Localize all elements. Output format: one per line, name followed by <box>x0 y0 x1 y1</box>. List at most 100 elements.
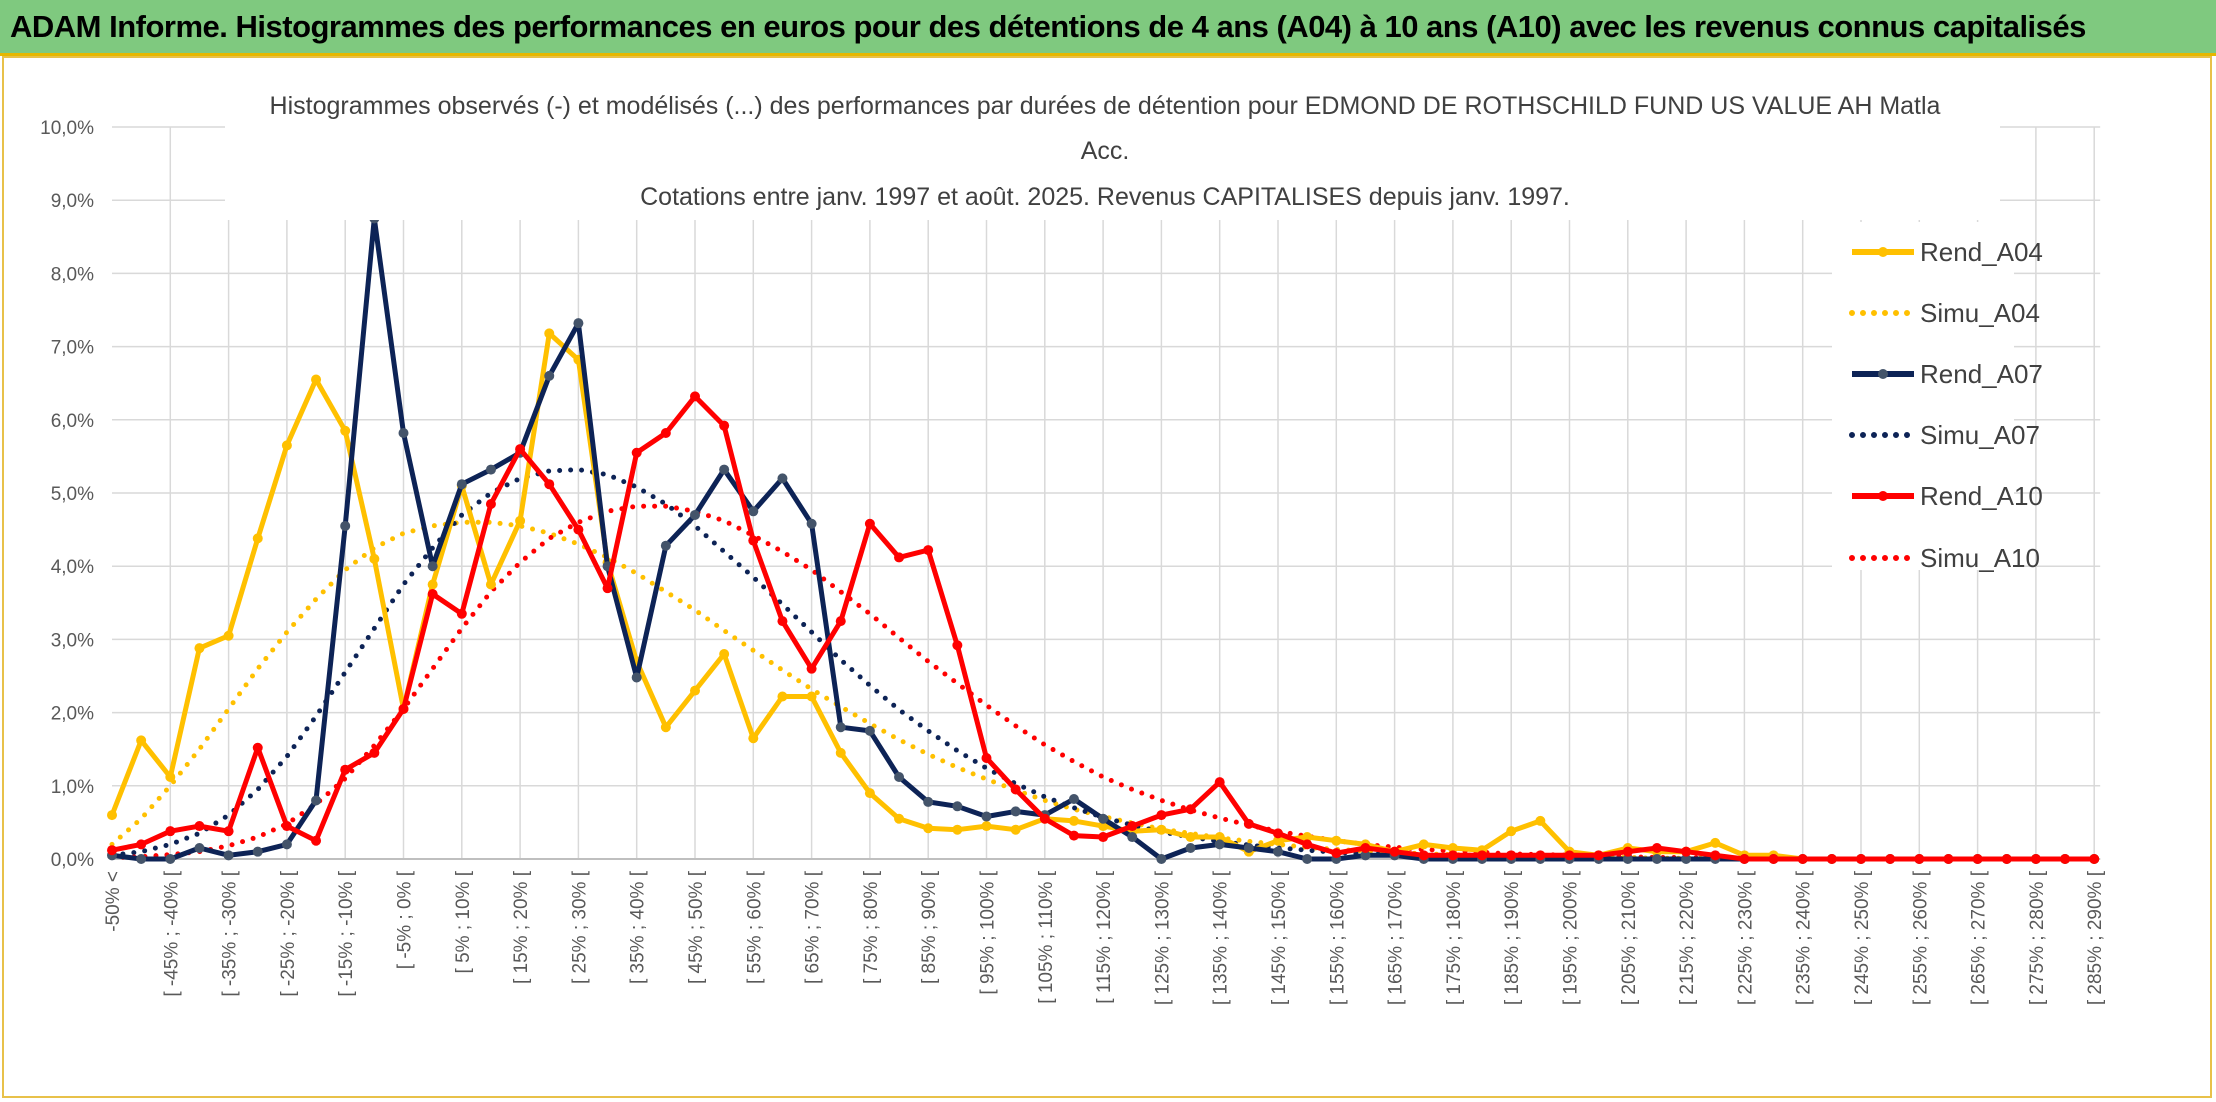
data-point-rend_a04 <box>777 691 788 702</box>
data-point-rend_a04 <box>311 374 322 385</box>
x-axis-ticks: -50% < [ -45% ; -40% [[ -35% ; -30% [[ -2… <box>103 870 2106 1005</box>
x-tick-label: [ 125% ; 130% [ <box>1152 870 1173 1005</box>
data-point-rend_a10 <box>1506 850 1517 861</box>
data-point-rend_a10 <box>1739 854 1750 864</box>
y-tick-label: 7,0% <box>51 338 94 359</box>
data-point-rend_a10 <box>1622 846 1633 857</box>
data-point-rend_a10 <box>981 752 992 763</box>
x-tick-label: [ 215% ; 220% [ <box>1677 870 1698 1005</box>
data-point-rend_a10 <box>1389 846 1400 857</box>
data-point-rend_a04 <box>1331 835 1342 846</box>
data-point-rend_a07 <box>1068 793 1079 804</box>
y-tick-label: 0,0% <box>51 850 94 871</box>
data-point-rend_a07 <box>1127 832 1138 843</box>
data-point-rend_a04 <box>952 824 963 835</box>
header-bar: ADAM Informe. Histogrammes des performan… <box>0 0 2216 56</box>
data-point-rend_a10 <box>2089 854 2100 864</box>
data-point-rend_a04 <box>107 810 117 821</box>
data-point-rend_a10 <box>311 835 322 846</box>
x-tick-label: [ 155% ; 160% [ <box>1327 870 1348 1005</box>
x-tick-label: [ -35% ; -30% [ <box>220 870 241 996</box>
data-point-rend_a10 <box>107 845 117 856</box>
data-point-rend_a10 <box>864 518 875 529</box>
x-tick-label: [ 175% ; 180% [ <box>1444 870 1465 1005</box>
data-point-rend_a10 <box>1098 832 1109 843</box>
data-point-rend_a07 <box>981 811 992 822</box>
data-point-rend_a07 <box>1360 850 1371 861</box>
data-point-rend_a04 <box>1273 835 1283 846</box>
data-point-rend_a07 <box>1273 846 1283 857</box>
data-point-rend_a10 <box>1797 854 1808 864</box>
data-point-rend_a07 <box>427 561 438 572</box>
data-point-rend_a10 <box>631 447 642 458</box>
data-point-rend_a07 <box>544 370 555 381</box>
x-tick-label: [ 195% ; 200% [ <box>1561 870 1582 1005</box>
data-point-rend_a10 <box>1010 784 1021 795</box>
data-point-rend_a04 <box>1302 832 1313 843</box>
y-tick-label: 1,0% <box>51 777 94 798</box>
data-point-rend_a07 <box>340 520 351 531</box>
data-point-rend_a07 <box>1243 843 1254 854</box>
data-point-rend_a10 <box>2030 854 2041 864</box>
data-point-rend_a07 <box>223 850 234 861</box>
data-point-rend_a04 <box>1418 839 1429 850</box>
chart-title-box: Histogrammes observés (-) et modélisés (… <box>225 84 2000 220</box>
x-tick-label: [ 255% ; 260% [ <box>1910 870 1931 1005</box>
data-point-rend_a07 <box>806 518 817 529</box>
y-tick-label: 10,0% <box>40 118 94 139</box>
data-point-rend_a07 <box>1214 839 1225 850</box>
legend: Rend_A04 Simu_A04 Rend_A07 Simu_A07 Rend_A10… <box>1832 222 2043 573</box>
data-point-rend_a07 <box>485 464 496 475</box>
x-tick-label: [ 245% ; 250% [ <box>1852 870 1873 1005</box>
legend-label-simu_a04: Simu_A04 <box>1920 298 2040 328</box>
data-point-rend_a10 <box>252 742 263 753</box>
x-tick-label: [ 185% ; 190% [ <box>1502 870 1523 1005</box>
data-point-rend_a07 <box>1651 854 1662 864</box>
x-tick-label: [ 115% ; 120% [ <box>1094 870 1115 1003</box>
data-point-rend_a10 <box>398 703 409 714</box>
data-point-rend_a10 <box>1214 777 1225 788</box>
data-point-rend_a07 <box>1185 843 1196 854</box>
data-point-rend_a10 <box>1856 854 1866 864</box>
data-point-rend_a04 <box>690 685 700 696</box>
y-tick-label: 8,0% <box>51 264 94 285</box>
legend-label-simu_a10: Simu_A10 <box>1920 543 2040 573</box>
data-point-rend_a10 <box>573 524 584 535</box>
x-tick-label: [ 265% ; 270% [ <box>1969 870 1990 1005</box>
data-point-rend_a04 <box>1535 815 1546 826</box>
data-point-rend_a07 <box>252 846 263 857</box>
data-point-rend_a10 <box>1243 818 1254 829</box>
data-point-rend_a07 <box>952 801 963 812</box>
data-point-rend_a04 <box>1185 832 1196 843</box>
data-point-rend_a04 <box>369 553 380 564</box>
data-point-rend_a10 <box>1710 850 1721 861</box>
data-point-rend_a07 <box>894 772 905 783</box>
x-tick-label: [ 165% ; 170% [ <box>1386 870 1407 1005</box>
x-tick-label: [ 135% ; 140% [ <box>1211 870 1232 1005</box>
data-point-rend_a04 <box>223 630 234 641</box>
data-point-rend_a10 <box>748 535 759 546</box>
data-point-rend_a07 <box>748 506 759 517</box>
data-point-rend_a10 <box>1273 828 1283 839</box>
data-point-rend_a04 <box>1710 837 1721 848</box>
data-point-rend_a07 <box>1622 854 1633 864</box>
data-point-rend_a07 <box>165 854 176 864</box>
data-point-rend_a04 <box>806 691 817 702</box>
data-point-rend_a04 <box>427 579 438 590</box>
x-tick-label: [ 85% ; 90% [ <box>919 870 940 984</box>
x-tick-label: [ -15% ; -10% [ <box>336 870 357 996</box>
data-point-rend_a10 <box>1477 850 1488 861</box>
data-point-rend_a10 <box>894 552 905 563</box>
data-point-rend_a10 <box>952 640 963 651</box>
data-point-rend_a10 <box>1360 843 1371 854</box>
data-point-rend_a04 <box>252 533 263 544</box>
data-point-rend_a10 <box>427 589 438 600</box>
x-tick-label: [ 145% ; 150% [ <box>1269 870 1290 1005</box>
legend-background <box>1832 222 2014 570</box>
data-point-rend_a10 <box>2001 854 2012 864</box>
data-point-rend_a04 <box>923 823 934 834</box>
data-point-rend_a07 <box>1302 854 1313 864</box>
y-tick-label: 5,0% <box>51 484 94 505</box>
